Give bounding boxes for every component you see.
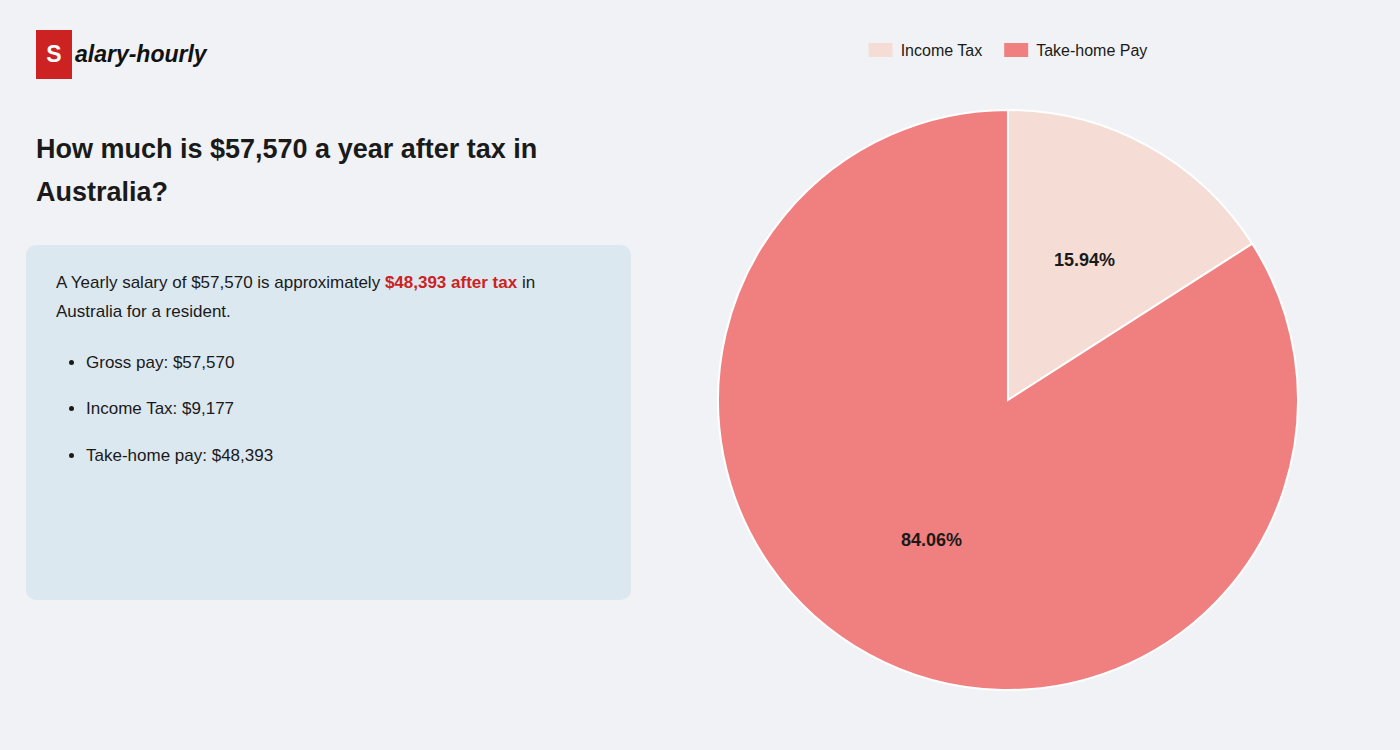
data-label: 84.06% xyxy=(901,530,962,550)
legend: Income Tax Take-home Pay xyxy=(869,42,1148,59)
logo: Salary-hourly xyxy=(36,30,207,79)
legend-swatch xyxy=(869,43,893,57)
chart-area: 15.94% 84.06% Income Tax Take-home Pay xyxy=(616,0,1400,750)
logo-text: alary-hourly xyxy=(75,41,207,68)
info-box: A Yearly salary of $57,570 is approximat… xyxy=(26,245,631,600)
pie-chart: 15.94% 84.06% Income Tax Take-home Pay xyxy=(616,0,1400,750)
info-text: A Yearly salary of $57,570 is approximat… xyxy=(56,269,611,327)
bullet-item: Income Tax: $9,177 xyxy=(86,399,611,419)
info-text-part: in xyxy=(517,273,535,292)
data-labels: 15.94% 84.06% xyxy=(901,250,1115,550)
bullet-item: Gross pay: $57,570 xyxy=(86,353,611,373)
data-label: 15.94% xyxy=(1054,250,1115,270)
text-panel: Salary-hourly How much is $57,570 a year … xyxy=(0,0,658,750)
slices xyxy=(718,110,1298,690)
bullet-text: Gross pay: $57,570 xyxy=(86,353,234,372)
bullet-text: Take-home pay: $48,393 xyxy=(86,446,273,465)
legend-swatch xyxy=(1004,43,1028,57)
bullet-list: Gross pay: $57,570 Income Tax: $9,177 Take… xyxy=(56,353,611,466)
info-text-part: $48,393 after tax xyxy=(385,273,517,292)
title: How much is $57,570 a year after tax in … xyxy=(36,128,636,214)
legend-label: Income Tax xyxy=(901,42,983,59)
logo-box: S xyxy=(36,30,72,79)
pie-slice xyxy=(718,110,1298,690)
bullet-item: Take-home pay: $48,393 xyxy=(86,446,611,466)
info-text-part: A Yearly salary of $57,570 is approximat… xyxy=(56,273,385,292)
legend-label: Take-home Pay xyxy=(1036,42,1147,59)
bullet-text: Income Tax: $9,177 xyxy=(86,399,234,418)
info-text-part: Australia for a resident. xyxy=(56,302,231,321)
